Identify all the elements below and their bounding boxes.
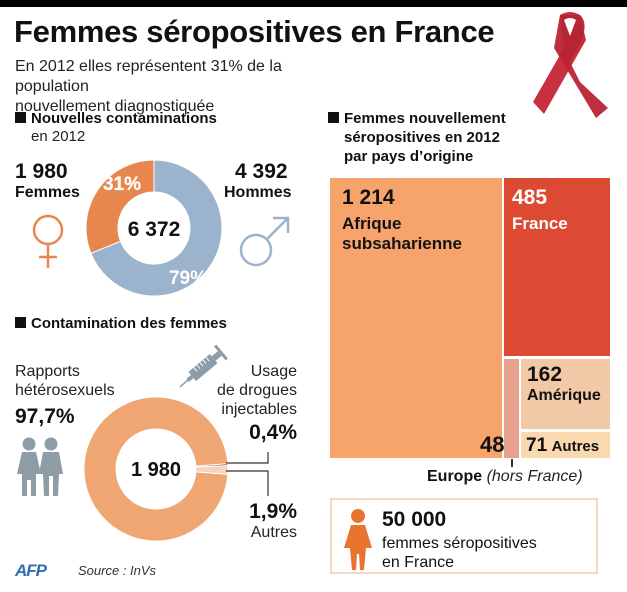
total-women-box: 50 000 femmes séropositives en France: [330, 498, 598, 574]
donut1-men-pct-label: 79%: [169, 268, 207, 289]
square-bullet-icon: [328, 112, 339, 123]
top-bar: [0, 0, 627, 7]
square-bullet-icon: [15, 112, 26, 123]
donut1-center-total: 6 372: [128, 218, 181, 241]
drugs-label-line-2: de drogues: [216, 382, 297, 399]
europe-tick: [511, 459, 513, 467]
section-women-contamination-heading: Contamination des femmes: [15, 314, 227, 333]
france-label: France: [512, 214, 568, 233]
drugs-label-line-3: injectables: [221, 401, 297, 418]
male-symbol-icon: [239, 216, 290, 267]
donut-chart-new-contaminations: 6 372 31% 79%: [85, 159, 223, 297]
donut1-slice-women: [85, 159, 155, 254]
men-count: 4 392: [235, 160, 288, 183]
section-origin-heading-line-2: séropositives en 2012: [344, 129, 500, 146]
amerique-value: 162: [527, 363, 563, 386]
subtitle-line-2: nouvellement diagnostiquée: [15, 98, 215, 115]
page-subtitle: En 2012 elles représentent 31% de la pop…: [15, 57, 355, 117]
europe-caption: Europe (hors France): [427, 468, 583, 486]
france-value: 485: [512, 186, 548, 209]
others-label: Autres: [250, 524, 297, 541]
afrique-label-line-1: Afrique: [342, 214, 402, 233]
others-pct: 1,9%: [249, 500, 297, 523]
drugs-label-line-1: Usage: [250, 363, 297, 380]
donut-chart-women-contamination: 1 980: [83, 396, 229, 542]
hetero-pct: 97,7%: [15, 405, 75, 428]
autres-text: 71 Autres: [526, 435, 599, 457]
treemap-cell-afrique: 1 214 Afrique subsaharienne: [330, 178, 502, 458]
hetero-label-line-2: hétérosexuels: [15, 382, 115, 399]
syringe-icon: [179, 344, 228, 388]
treemap-cell-europe: [504, 359, 519, 458]
subtitle-line-1: En 2012 elles représentent 31% de la pop…: [15, 58, 282, 95]
couple-icon: [17, 437, 63, 496]
donut2-slice-others: [195, 465, 229, 475]
section-origin-heading: Femmes nouvellement: [328, 109, 506, 128]
square-bullet-icon: [15, 317, 26, 328]
afrique-label-line-2: subsaharienne: [342, 234, 462, 253]
heading-text-line-1: Femmes nouvellement: [344, 110, 506, 127]
women-label: Femmes: [15, 184, 80, 201]
autres-value: 71: [526, 435, 548, 456]
treemap-cell-france: 485 France: [504, 178, 610, 356]
section-new-contaminations-heading: Nouvelles contaminations: [15, 109, 217, 128]
heading-text: Contamination des femmes: [31, 315, 227, 332]
heading-text: Nouvelles contaminations: [31, 110, 217, 127]
europe-label: Europe: [427, 468, 483, 485]
drugs-pct: 0,4%: [249, 421, 297, 444]
total-women-label-line-2: en France: [382, 554, 455, 571]
men-label: Hommes: [224, 184, 292, 201]
others-connector-line: [226, 470, 269, 496]
total-women-value: 50 000: [382, 508, 447, 531]
treemap-cell-autres: 71 Autres: [521, 432, 610, 458]
section-origin-heading-line-3: par pays d’origine: [344, 148, 474, 165]
europe-note: (hors France): [486, 468, 583, 485]
treemap-cell-amerique: 162 Amérique: [521, 359, 610, 429]
total-women-label-line-1: femmes séropositives: [382, 535, 537, 552]
afrique-value: 1 214: [342, 186, 395, 209]
source-text: Source : InVs: [78, 563, 157, 578]
amerique-label: Amérique: [527, 387, 601, 404]
donut2-slice-hetero: [83, 396, 229, 542]
callout-connectors: [226, 452, 269, 496]
hetero-label-line-1: Rapports: [15, 363, 80, 380]
donut1-women-pct-label: 31%: [103, 174, 141, 195]
female-symbol-icon: [32, 214, 64, 268]
europe-value: 48: [480, 432, 505, 457]
autres-label: Autres: [551, 438, 600, 455]
page-title: Femmes séropositives en France: [14, 14, 495, 49]
woman-icon: [344, 509, 372, 570]
section-new-contaminations-subheading: en 2012: [31, 128, 86, 145]
donut2-center-total: 1 980: [131, 459, 181, 481]
afp-logo: AFP: [15, 561, 47, 580]
women-count: 1 980: [15, 160, 68, 183]
drugs-connector-line: [226, 452, 269, 464]
aids-ribbon-icon: [533, 12, 608, 118]
donut1-slice-men: [90, 159, 223, 297]
treemap-origin: 1 214 Afrique subsaharienne 485 France 1…: [330, 178, 610, 458]
